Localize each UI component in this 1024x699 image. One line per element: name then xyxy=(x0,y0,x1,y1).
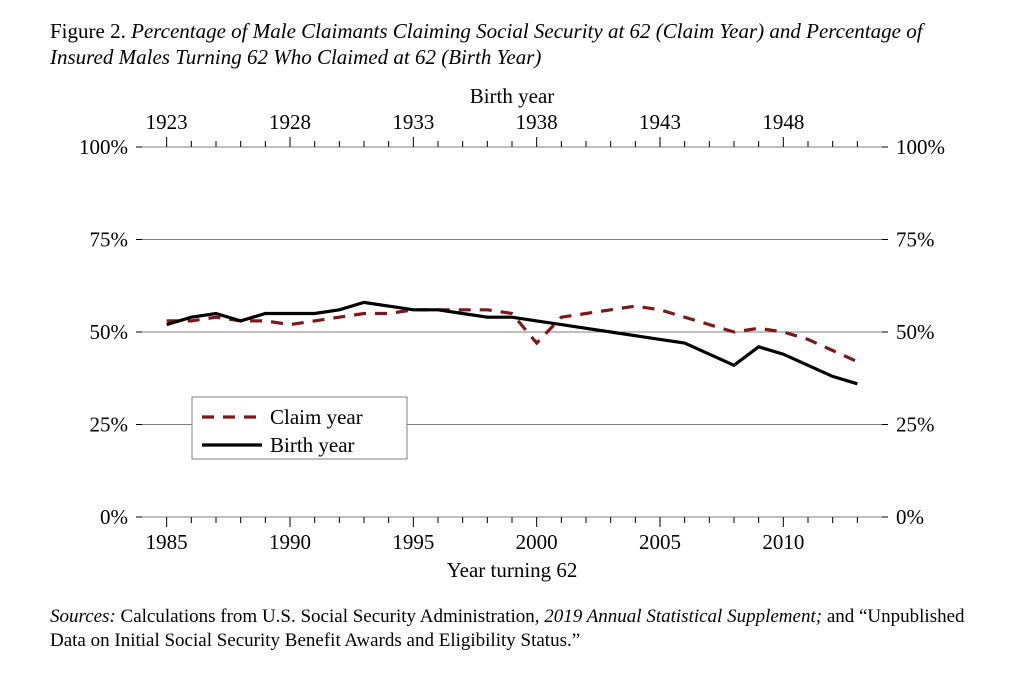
x-bottom-tick: 2005 xyxy=(639,530,681,554)
figure-title: Percentage of Male Claimants Claiming So… xyxy=(50,19,923,69)
x-bottom-tick: 2010 xyxy=(762,530,804,554)
x-top-tick: 1933 xyxy=(392,110,434,134)
figure-caption: Figure 2. Percentage of Male Claimants C… xyxy=(50,18,974,71)
x-bottom-tick: 1985 xyxy=(146,530,188,554)
series-birth xyxy=(167,302,858,383)
x-top-tick: 1938 xyxy=(516,110,558,134)
y-tick-right: 50% xyxy=(896,320,935,344)
y-tick-left: 75% xyxy=(90,227,129,251)
sources-label: Sources: xyxy=(50,606,121,627)
sources-note: Sources: Calculations from U.S. Social S… xyxy=(50,605,974,654)
y-tick-left: 100% xyxy=(79,135,128,159)
x-bottom-tick: 1990 xyxy=(269,530,311,554)
x-bottom-tick: 1995 xyxy=(392,530,434,554)
y-tick-right: 0% xyxy=(896,505,924,529)
y-tick-left: 50% xyxy=(90,320,129,344)
x-top-tick: 1928 xyxy=(269,110,311,134)
y-tick-right: 100% xyxy=(896,135,945,159)
y-tick-right: 75% xyxy=(896,227,935,251)
sources-text-a: Calculations from U.S. Social Security A… xyxy=(121,606,545,627)
y-tick-left: 25% xyxy=(90,412,129,436)
x-top-tick: 1923 xyxy=(146,110,188,134)
chart-svg: 0% 0% 25% 25% 50% 50% 75% 75% 100% 100% 1985 1990 19… xyxy=(52,77,972,597)
x-top-tick: 1948 xyxy=(762,110,804,134)
sources-italic-a: 2019 Annual Statistical Supplement; xyxy=(544,606,822,627)
y-tick-right: 25% xyxy=(896,412,935,436)
legend-label: Birth year xyxy=(270,433,355,457)
y-tick-left: 0% xyxy=(100,505,128,529)
figure-label: Figure 2. xyxy=(50,19,131,43)
x-top-title: Birth year xyxy=(470,84,555,108)
x-bottom-tick: 2000 xyxy=(516,530,558,554)
legend-label: Claim year xyxy=(270,405,363,429)
x-top-tick: 1943 xyxy=(639,110,681,134)
chart-container: 0% 0% 25% 25% 50% 50% 75% 75% 100% 100% 1985 1990 19… xyxy=(52,77,972,597)
x-bottom-title: Year turning 62 xyxy=(447,558,578,582)
